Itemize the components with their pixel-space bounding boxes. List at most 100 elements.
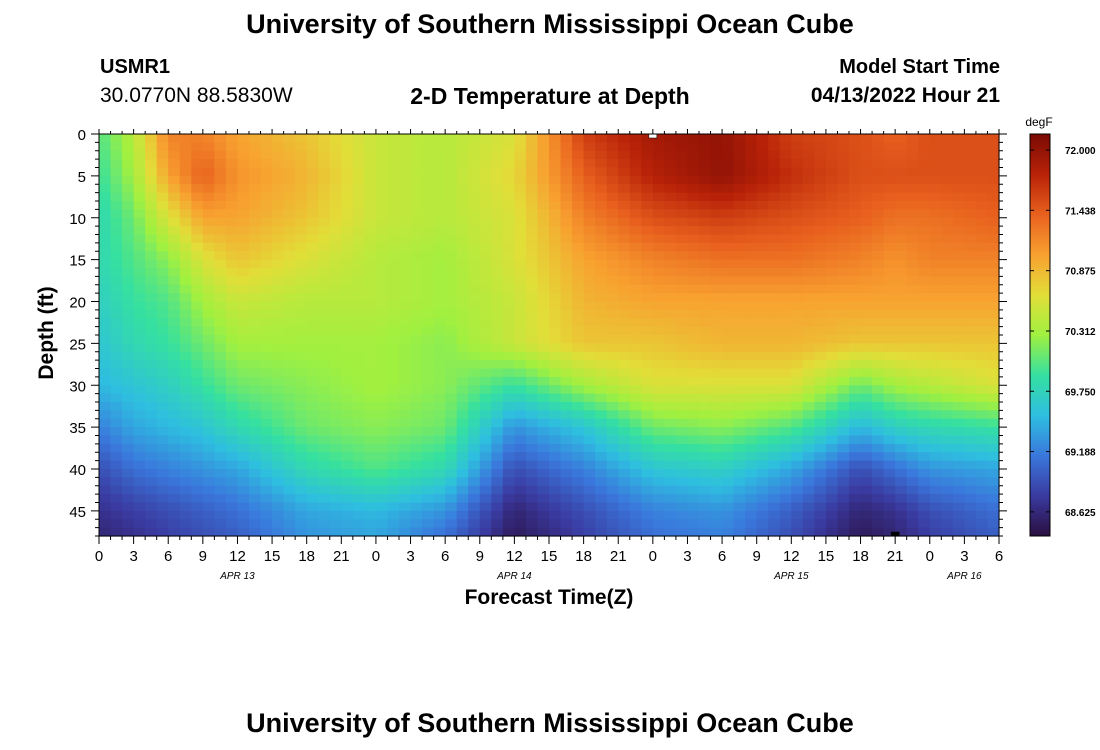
heatmap-cell bbox=[722, 393, 735, 403]
heatmap-cell bbox=[537, 268, 550, 277]
heatmap-cell bbox=[710, 251, 723, 261]
heatmap-cell bbox=[491, 502, 504, 512]
heatmap-cell bbox=[895, 242, 908, 252]
heatmap-cell bbox=[433, 360, 446, 370]
heatmap-cell bbox=[825, 376, 839, 386]
heatmap-cell bbox=[387, 452, 400, 462]
heatmap-cell bbox=[837, 226, 850, 236]
heatmap-cell bbox=[814, 335, 827, 344]
heatmap-cell bbox=[825, 485, 839, 495]
heatmap-cell bbox=[583, 410, 596, 420]
heatmap-cell bbox=[756, 309, 769, 319]
heatmap-cell bbox=[399, 134, 412, 143]
heatmap-cell bbox=[237, 217, 250, 227]
heatmap-cell bbox=[883, 309, 896, 319]
heatmap-cell bbox=[814, 510, 827, 520]
heatmap-cell bbox=[687, 360, 700, 370]
heatmap-cell bbox=[364, 443, 377, 453]
heatmap-cell bbox=[814, 276, 827, 286]
heatmap-cell bbox=[168, 150, 181, 160]
heatmap-cell bbox=[295, 234, 308, 244]
heatmap-cell bbox=[352, 167, 365, 177]
heatmap-cell bbox=[214, 410, 227, 420]
heatmap-cell bbox=[906, 402, 919, 411]
x-tick-label: 21 bbox=[610, 548, 627, 565]
heatmap-cell bbox=[387, 201, 400, 210]
heatmap-cell bbox=[318, 309, 331, 319]
heatmap-cell bbox=[179, 460, 192, 470]
heatmap-cell bbox=[791, 326, 804, 336]
heatmap-cell bbox=[975, 343, 989, 353]
heatmap-cell bbox=[525, 527, 539, 537]
heatmap-cell bbox=[399, 301, 412, 311]
y-tick-label: 25 bbox=[69, 336, 86, 353]
heatmap-cell bbox=[156, 368, 169, 378]
heatmap-cell bbox=[549, 217, 562, 227]
heatmap-cell bbox=[675, 201, 689, 210]
heatmap-cell bbox=[168, 418, 181, 428]
heatmap-cell bbox=[814, 477, 827, 487]
heatmap-cell bbox=[283, 360, 296, 370]
heatmap-cell bbox=[952, 234, 965, 244]
heatmap-cell bbox=[318, 184, 331, 194]
heatmap-cell bbox=[202, 167, 215, 177]
heatmap-cell bbox=[975, 360, 989, 370]
heatmap-cell bbox=[272, 410, 285, 420]
heatmap-cell bbox=[941, 343, 954, 353]
heatmap-cell bbox=[445, 192, 458, 202]
heatmap-cell bbox=[433, 209, 446, 219]
heatmap-cell bbox=[895, 494, 908, 504]
heatmap-cell bbox=[699, 368, 712, 378]
heatmap-cell bbox=[329, 527, 342, 537]
heatmap-cell bbox=[606, 410, 619, 420]
heatmap-cell bbox=[122, 494, 135, 504]
heatmap-cell bbox=[214, 268, 227, 277]
heatmap-cell bbox=[364, 410, 377, 420]
heatmap-cell bbox=[802, 192, 815, 202]
heatmap-cell bbox=[779, 268, 792, 277]
heatmap-cell bbox=[733, 268, 746, 277]
heatmap-cell bbox=[341, 393, 354, 403]
heatmap-cell bbox=[456, 167, 469, 177]
heatmap-cell bbox=[710, 477, 723, 487]
heatmap-cell bbox=[629, 360, 642, 370]
heatmap-cell bbox=[306, 435, 319, 445]
heatmap-cell bbox=[641, 410, 654, 420]
heatmap-cell bbox=[722, 150, 735, 160]
x-tick-label: 0 bbox=[649, 548, 657, 565]
heatmap-cell bbox=[549, 510, 562, 520]
heatmap-cell bbox=[606, 519, 619, 529]
heatmap-cell bbox=[987, 335, 1000, 344]
heatmap-cell bbox=[99, 142, 112, 152]
heatmap-cell bbox=[202, 477, 215, 487]
heatmap-cell bbox=[606, 402, 619, 411]
heatmap-cell bbox=[145, 150, 158, 160]
heatmap-cell bbox=[99, 242, 112, 252]
heatmap-cell bbox=[606, 142, 619, 152]
heatmap-cell bbox=[560, 469, 573, 478]
heatmap-cell bbox=[675, 192, 689, 202]
heatmap-cell bbox=[525, 477, 539, 487]
heatmap-cell bbox=[652, 510, 665, 520]
heatmap-cell bbox=[99, 368, 112, 378]
heatmap-cell bbox=[664, 159, 677, 169]
heatmap-cell bbox=[975, 134, 989, 143]
heatmap-cell bbox=[675, 343, 689, 353]
heatmap-cell bbox=[318, 376, 331, 386]
heatmap-cell bbox=[975, 234, 989, 244]
heatmap-cell bbox=[699, 318, 712, 328]
heatmap-cell bbox=[975, 318, 989, 328]
heatmap-cell bbox=[133, 527, 146, 537]
heatmap-cell bbox=[883, 242, 896, 252]
heatmap-cell bbox=[883, 335, 896, 344]
heatmap-cell bbox=[341, 402, 354, 411]
heatmap-cell bbox=[260, 318, 273, 328]
heatmap-cell bbox=[664, 326, 677, 336]
heatmap-cell bbox=[352, 150, 365, 160]
heatmap-cell bbox=[110, 510, 123, 520]
heatmap-cell bbox=[837, 159, 850, 169]
heatmap-cell bbox=[722, 326, 735, 336]
heatmap-cell bbox=[272, 167, 285, 177]
heatmap-cell bbox=[860, 335, 873, 344]
heatmap-cell bbox=[133, 201, 146, 210]
